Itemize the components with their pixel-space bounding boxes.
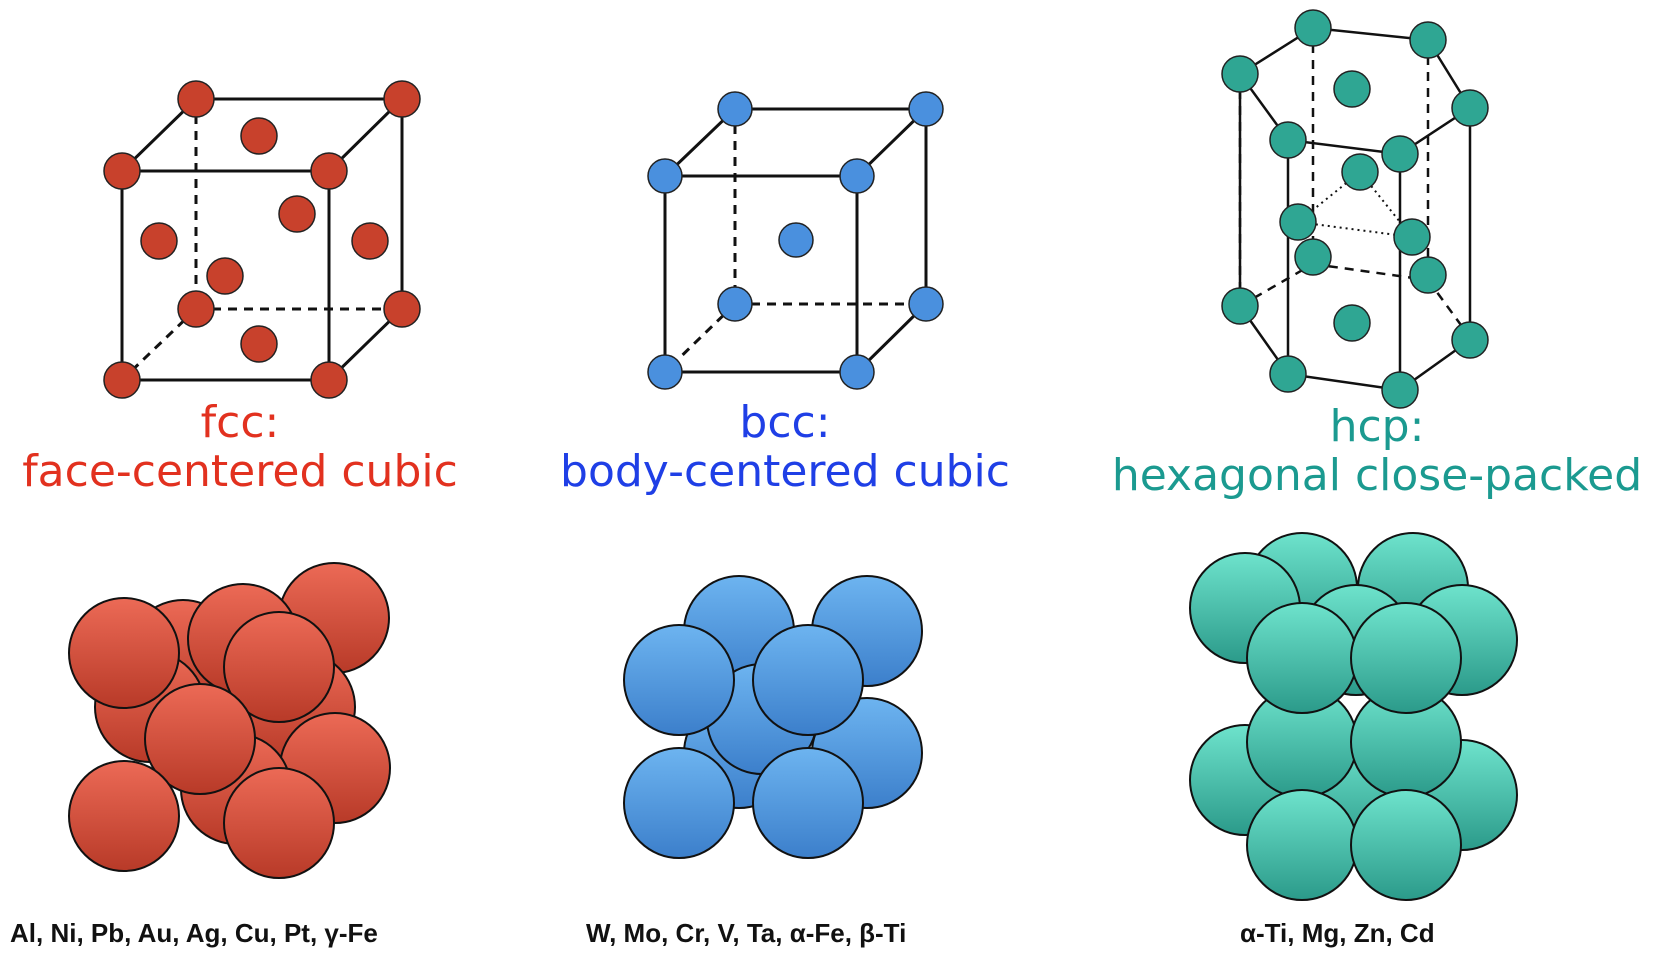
fcc-label: fcc: face-centered cubic [0,398,480,497]
bcc-metals: W, Mo, Cr, V, Ta, α-Fe, β-Ti [586,918,907,948]
fcc-name: face-centered cubic [22,446,458,498]
bcc-name: body-centered cubic [560,446,1010,498]
hcp-abbr: hcp: [1329,401,1425,452]
fcc-metals: Al, Ni, Pb, Au, Ag, Cu, Pt, γ-Fe [10,918,378,948]
fcc-packed-spheres [68,562,391,879]
fcc-abbr: fcc: [200,397,280,448]
bcc-lattice-atoms [647,91,944,390]
hcp-metals: α-Ti, Mg, Zn, Cd [1240,918,1435,948]
bcc-label: bcc: body-centered cubic [540,398,1030,497]
hcp-lattice-atoms [1221,9,1489,409]
hcp-label: hcp: hexagonal close-packed [1090,402,1664,501]
fcc-lattice-atoms [103,80,421,399]
hcp-packed-spheres [1189,532,1518,901]
bcc-abbr: bcc: [739,397,831,448]
bcc-packed-spheres [623,575,923,859]
hcp-name: hexagonal close-packed [1111,450,1643,502]
